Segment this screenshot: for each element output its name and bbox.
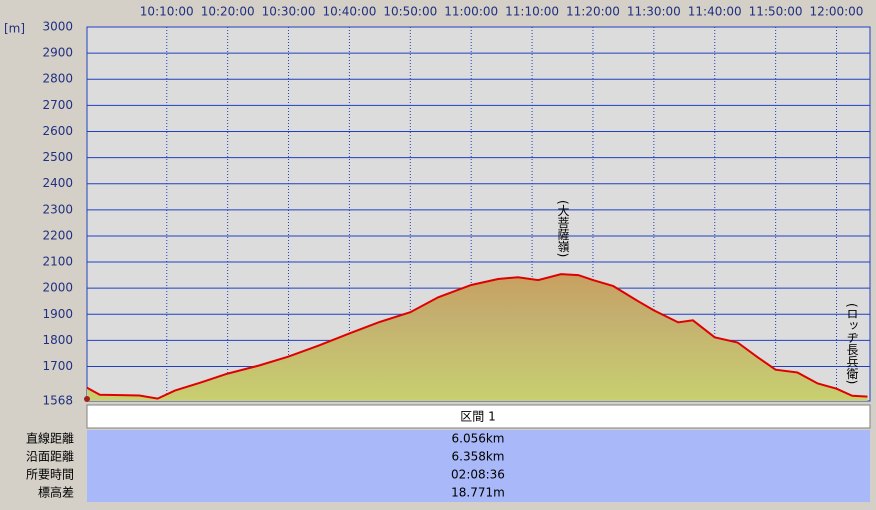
y-tick-label: 1800	[42, 333, 73, 347]
annotation: (大菩薩嶺)	[556, 200, 570, 257]
y-tick-label: 1700	[42, 359, 73, 373]
x-tick-label: 11:00:00	[444, 5, 498, 19]
x-tick-label: 12:00:00	[810, 5, 864, 19]
start-marker	[84, 396, 90, 402]
y-tick-label: 2500	[42, 150, 73, 164]
x-tick-label: 11:50:00	[749, 5, 803, 19]
table-header-cell	[86, 404, 871, 429]
summary-table: 区間 1 直線距離 6.056km 沿面距離 6.358km 所要時間 02:08:36 標…	[26, 404, 871, 502]
y-tick-label: 2300	[42, 202, 73, 216]
y-tick-label: 1568	[42, 394, 73, 408]
y-tick-label: 2600	[42, 124, 73, 138]
row-label: 直線距離	[26, 431, 74, 446]
y-tick-label: 2000	[42, 281, 73, 295]
x-tick-label: 11:10:00	[505, 5, 559, 19]
x-tick-label: 10:20:00	[201, 5, 255, 19]
row-label: 標高差	[38, 485, 74, 500]
row-value: 6.056km	[452, 432, 505, 446]
row-label: 沿面距離	[26, 450, 74, 464]
y-tick-label: 2400	[42, 176, 73, 190]
elevation-line	[86, 273, 868, 400]
x-tick-label: 10:10:00	[140, 5, 194, 19]
x-tick-label: 11:30:00	[627, 5, 681, 19]
y-tick-label: 2800	[42, 72, 73, 86]
x-tick-label: 10:40:00	[322, 5, 376, 19]
x-tick-label: 10:30:00	[262, 5, 316, 19]
y-tick-label: 1900	[42, 307, 73, 321]
x-tick-label: 11:20:00	[566, 5, 620, 19]
row-label: 所要時間	[26, 468, 74, 482]
y-tick-label: 2100	[42, 255, 73, 269]
row-value: 02:08:36	[451, 468, 505, 482]
table-body	[87, 430, 870, 502]
x-tick-label: 11:40:00	[688, 5, 742, 19]
y-tick-label: 2700	[42, 98, 73, 112]
row-value: 18.771m	[451, 486, 505, 500]
area-fill	[87, 274, 868, 401]
x-tick-label: 10:50:00	[383, 5, 437, 19]
row-value: 6.358km	[452, 450, 505, 464]
y-tick-label: 2900	[42, 46, 73, 60]
y-tick-label: 3000	[42, 20, 73, 34]
annotation: (ロッヂ長兵衛)	[845, 303, 859, 384]
y-axis-label: [m]	[4, 22, 25, 36]
y-tick-label: 2200	[42, 228, 73, 242]
table-header: 区間 1	[460, 410, 495, 424]
